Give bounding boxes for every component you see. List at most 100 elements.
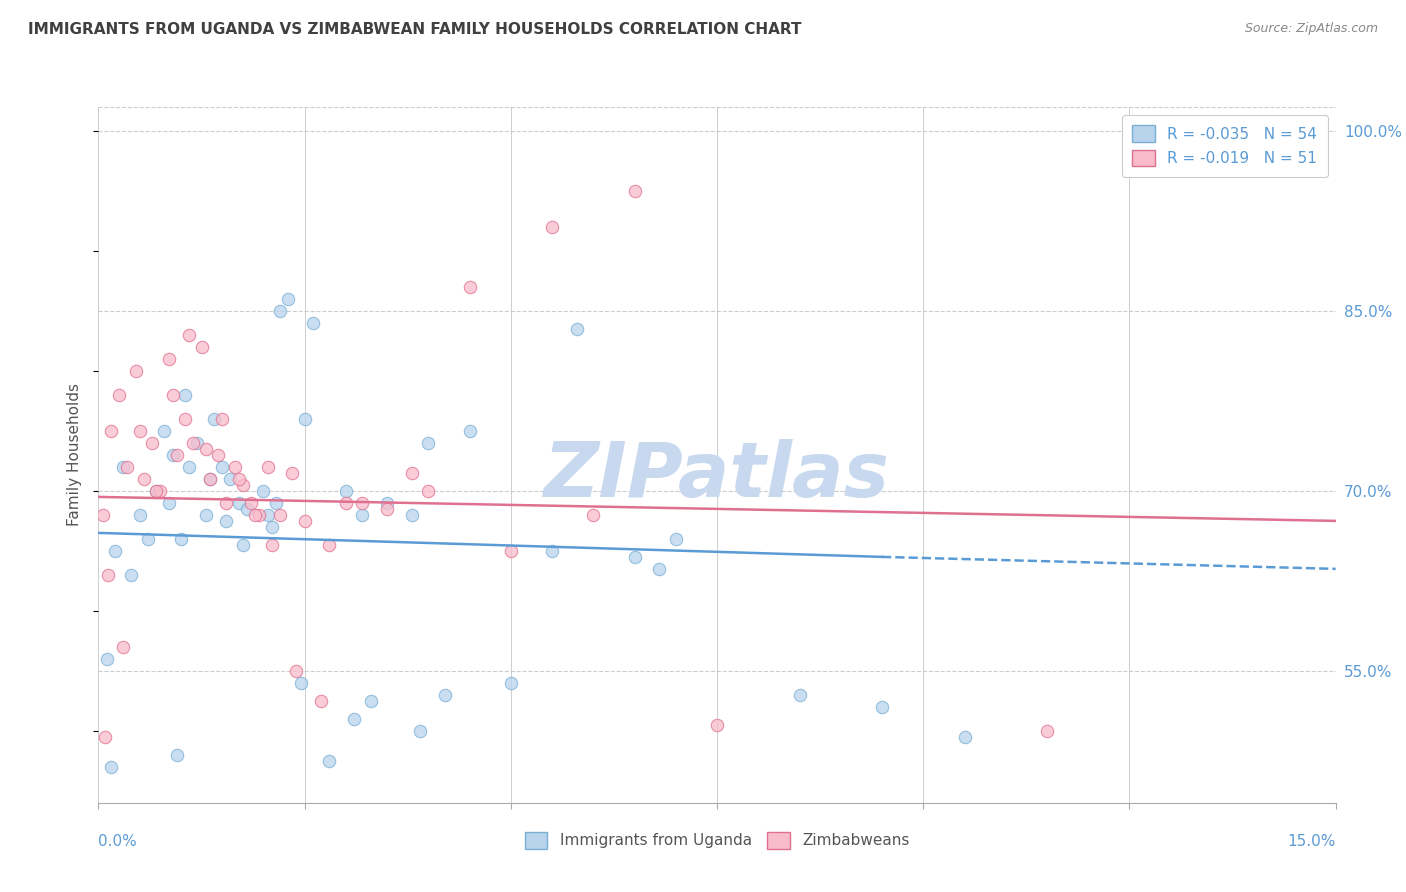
Point — [104, 544, 127, 558]
Point — [162, 448, 184, 462]
Point — [360, 694, 382, 708]
Point — [375, 502, 398, 516]
Point — [112, 459, 135, 474]
Point — [409, 723, 432, 738]
Point — [149, 483, 172, 498]
Point — [953, 730, 976, 744]
Point — [136, 532, 159, 546]
Point — [458, 280, 481, 294]
Point — [100, 424, 122, 438]
Point — [174, 412, 197, 426]
Point — [117, 459, 139, 474]
Point — [541, 219, 564, 234]
Point — [418, 483, 440, 498]
Point — [264, 496, 287, 510]
Point — [665, 532, 688, 546]
Point — [623, 184, 645, 198]
Point — [870, 699, 893, 714]
Point — [285, 664, 308, 678]
Point — [232, 538, 254, 552]
Point — [352, 508, 374, 522]
Point — [198, 472, 221, 486]
Point — [375, 496, 398, 510]
Point — [128, 508, 150, 522]
Point — [141, 436, 163, 450]
Point — [343, 712, 366, 726]
Point — [215, 496, 238, 510]
Point — [433, 688, 456, 702]
Point — [252, 483, 274, 498]
Text: Source: ZipAtlas.com: Source: ZipAtlas.com — [1244, 22, 1378, 36]
Point — [352, 496, 374, 510]
Point — [224, 459, 246, 474]
Point — [145, 483, 167, 498]
Point — [228, 496, 250, 510]
Point — [94, 730, 117, 744]
Point — [318, 538, 340, 552]
Point — [269, 508, 291, 522]
Point — [294, 412, 316, 426]
Point — [181, 436, 204, 450]
Point — [100, 760, 122, 774]
Point — [623, 549, 645, 564]
Point — [202, 412, 225, 426]
Point — [198, 472, 221, 486]
Point — [236, 502, 259, 516]
Point — [565, 322, 588, 336]
Point — [215, 514, 238, 528]
Point — [91, 508, 114, 522]
Point — [128, 424, 150, 438]
Point — [186, 436, 208, 450]
Point — [211, 459, 233, 474]
Point — [240, 496, 263, 510]
Point — [260, 538, 283, 552]
Point — [157, 496, 180, 510]
Point — [211, 412, 233, 426]
Point — [132, 472, 155, 486]
Point — [179, 459, 201, 474]
Text: IMMIGRANTS FROM UGANDA VS ZIMBABWEAN FAMILY HOUSEHOLDS CORRELATION CHART: IMMIGRANTS FROM UGANDA VS ZIMBABWEAN FAM… — [28, 22, 801, 37]
Point — [162, 388, 184, 402]
Point — [96, 652, 118, 666]
Point — [418, 436, 440, 450]
Point — [401, 466, 423, 480]
Text: ZIPatlas: ZIPatlas — [544, 439, 890, 513]
Point — [256, 508, 278, 522]
Point — [166, 747, 188, 762]
Point — [194, 442, 217, 456]
Point — [541, 544, 564, 558]
Y-axis label: Family Households: Family Households — [67, 384, 83, 526]
Point — [120, 567, 142, 582]
Point — [648, 562, 671, 576]
Point — [269, 304, 291, 318]
Point — [290, 676, 312, 690]
Point — [789, 688, 811, 702]
Point — [174, 388, 197, 402]
Point — [145, 483, 167, 498]
Point — [281, 466, 304, 480]
Legend: Immigrants from Uganda, Zimbabweans: Immigrants from Uganda, Zimbabweans — [516, 822, 918, 858]
Point — [1036, 723, 1059, 738]
Point — [335, 483, 357, 498]
Point — [499, 676, 522, 690]
Point — [166, 448, 188, 462]
Point — [256, 459, 278, 474]
Point — [335, 496, 357, 510]
Point — [97, 567, 120, 582]
Point — [108, 388, 131, 402]
Point — [194, 508, 217, 522]
Point — [112, 640, 135, 654]
Point — [458, 424, 481, 438]
Point — [170, 532, 193, 546]
Point — [260, 520, 283, 534]
Point — [401, 508, 423, 522]
Point — [302, 316, 325, 330]
Point — [309, 694, 332, 708]
Point — [190, 340, 212, 354]
Point — [277, 292, 299, 306]
Point — [706, 718, 728, 732]
Point — [157, 351, 180, 366]
Point — [582, 508, 605, 522]
Point — [207, 448, 229, 462]
Point — [499, 544, 522, 558]
